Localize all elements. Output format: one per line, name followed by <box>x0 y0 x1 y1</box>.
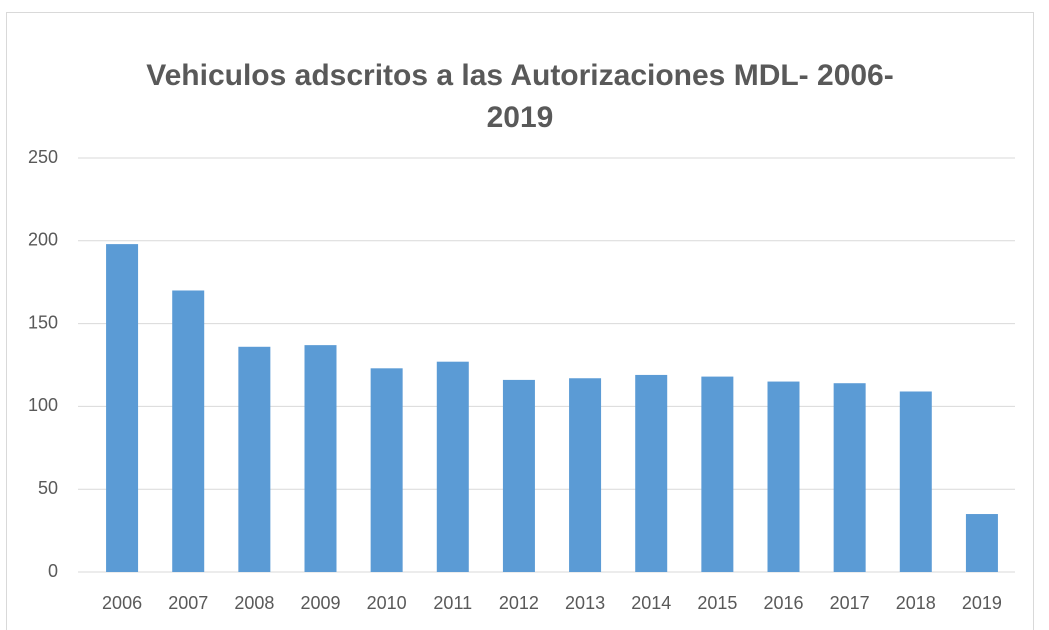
chart-frame <box>6 12 1034 630</box>
bar <box>172 290 205 572</box>
x-tick-label: 2019 <box>962 593 1002 613</box>
x-tick-label: 2010 <box>367 593 407 613</box>
x-tick-label: 2013 <box>565 593 605 613</box>
x-tick-label: 2007 <box>168 593 208 613</box>
x-tick-label: 2016 <box>763 593 803 613</box>
x-tick-label: 2008 <box>234 593 274 613</box>
bar <box>899 391 932 572</box>
y-tick-label: 250 <box>28 147 58 167</box>
y-tick-label: 50 <box>38 478 58 498</box>
x-tick-label: 2014 <box>631 593 671 613</box>
x-tick-label: 2015 <box>697 593 737 613</box>
x-tick-label: 2009 <box>300 593 340 613</box>
chart-title: Vehiculos adscritos a las Autorizaciones… <box>146 59 894 134</box>
bar <box>569 378 602 572</box>
bar <box>965 514 998 572</box>
y-tick-label: 150 <box>28 312 58 332</box>
bar <box>106 244 139 572</box>
bar <box>635 374 668 572</box>
bar <box>502 379 535 572</box>
x-tick-label: 2011 <box>433 593 472 613</box>
bar <box>436 361 469 572</box>
x-tick-label: 2006 <box>102 593 142 613</box>
y-tick-label: 200 <box>28 230 58 250</box>
y-tick-label: 0 <box>48 561 58 581</box>
bar <box>370 368 403 572</box>
bar <box>767 381 800 572</box>
bar <box>304 345 337 572</box>
x-tick-label: 2018 <box>896 593 936 613</box>
x-tick-label: 2012 <box>499 593 539 613</box>
y-tick-label: 100 <box>28 395 58 415</box>
bar <box>238 346 271 572</box>
bar <box>701 376 734 572</box>
x-tick-label: 2017 <box>830 593 870 613</box>
bar <box>833 383 866 572</box>
